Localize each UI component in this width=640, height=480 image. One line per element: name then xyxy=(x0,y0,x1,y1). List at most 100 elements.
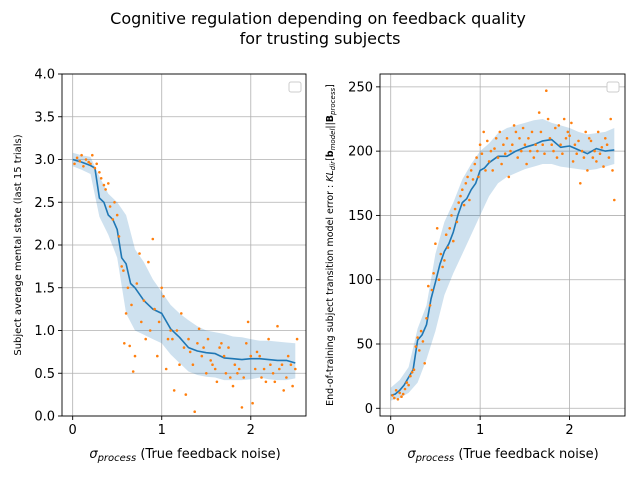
right-scatter-point xyxy=(609,117,612,121)
left-scatter-point xyxy=(87,160,90,164)
right-scatter-point xyxy=(464,182,468,185)
right-scatter-point xyxy=(498,130,502,134)
left-scatter-point xyxy=(166,337,170,341)
left-scatter-point xyxy=(182,346,186,349)
left-scatter-point xyxy=(151,237,155,241)
right-scatter-point xyxy=(548,137,552,140)
left-scatter-point xyxy=(291,384,294,388)
left-scatter-point xyxy=(73,162,76,166)
left-legend-box xyxy=(288,81,302,93)
left-scatter-point xyxy=(164,367,168,371)
left-scatter-point xyxy=(153,307,156,311)
right-scatter-point xyxy=(595,160,598,163)
right-y-tick-label: 0 xyxy=(365,402,373,417)
left-scatter-point xyxy=(98,171,101,174)
right-scatter-point xyxy=(496,156,500,159)
right-scatter-point xyxy=(461,188,464,191)
right-x-ticks: 0 1 2 xyxy=(387,416,574,438)
right-scatter-point xyxy=(453,207,457,211)
right-scatter-point xyxy=(520,149,523,153)
left-confidence-band xyxy=(72,152,296,381)
left-scatter-point xyxy=(117,235,121,238)
left-scatter-point xyxy=(128,344,131,348)
left-mean-line xyxy=(72,158,296,364)
right-scatter-point xyxy=(421,340,425,343)
left-scatter-point xyxy=(233,363,237,367)
left-scatter-point xyxy=(276,324,279,328)
right-y-axis-label: End-of-training subject transition model… xyxy=(325,84,337,406)
left-scatter-point xyxy=(258,354,262,358)
left-scatter-point xyxy=(78,159,82,163)
left-scatter-point xyxy=(271,372,275,375)
right-scatter-point xyxy=(494,137,498,140)
left-scatter-points xyxy=(73,153,299,414)
right-scatter-point xyxy=(441,265,444,269)
right-scatter-point xyxy=(600,146,604,149)
right-scatter-point xyxy=(489,149,493,153)
left-scatter-point xyxy=(282,389,286,392)
right-scatter-point xyxy=(428,304,432,307)
right-scatter-point xyxy=(394,389,398,392)
left-scatter-point xyxy=(236,372,239,375)
left-scatter-point xyxy=(104,188,107,191)
left-scatter-point xyxy=(160,286,163,290)
left-scatter-point xyxy=(213,367,217,371)
right-scatter-point xyxy=(562,117,566,121)
left-scatter-point xyxy=(91,153,94,157)
right-scatter-point xyxy=(536,149,539,153)
left-y-tick-label: 2.0 xyxy=(34,239,55,254)
right-scatter-point xyxy=(434,242,437,245)
right-scatter-point xyxy=(586,169,589,172)
left-scatter-point xyxy=(251,401,254,405)
right-scatter-point xyxy=(521,126,525,130)
right-scatter-point xyxy=(593,149,596,153)
left-scatter-point xyxy=(215,380,219,384)
right-scatter-point xyxy=(446,246,450,249)
right-scatter-point xyxy=(557,124,561,127)
left-scatter-point xyxy=(249,354,253,358)
right-scatter-point xyxy=(503,152,507,155)
left-scatter-point xyxy=(138,252,141,255)
right-scatter-point xyxy=(516,156,519,159)
left-scatter-point xyxy=(169,329,172,332)
left-x-tick-label: 0 xyxy=(69,423,77,438)
right-scatter-point xyxy=(435,227,439,230)
right-legend-box xyxy=(606,81,620,93)
left-scatter-point xyxy=(148,329,152,332)
right-scatter-point xyxy=(550,143,553,146)
right-scatter-point xyxy=(423,362,427,365)
right-scatter-point xyxy=(570,121,573,125)
left-band-area xyxy=(72,152,296,381)
right-scatter-point xyxy=(527,137,530,140)
right-scatter-point xyxy=(568,134,571,137)
right-scatter-point xyxy=(419,329,423,333)
left-scatter-point xyxy=(295,337,299,341)
left-scatter-point xyxy=(126,286,130,290)
right-scatter-point xyxy=(607,156,611,159)
right-scatter-point xyxy=(552,149,555,153)
left-y-tick-label: 0.0 xyxy=(34,410,55,425)
right-scatter-point xyxy=(543,152,546,155)
right-y-tick-label: 100 xyxy=(348,273,373,288)
left-scatter-point xyxy=(222,354,226,358)
right-scatter-point xyxy=(457,201,461,204)
right-scatter-point xyxy=(541,143,544,146)
left-x-tick-label: 2 xyxy=(247,423,255,438)
right-scatter-point xyxy=(487,160,491,163)
left-scatter-point xyxy=(188,350,192,354)
left-y-tick-label: 3.0 xyxy=(34,153,55,168)
right-scatter-point xyxy=(598,152,602,155)
right-scatter-point xyxy=(611,169,614,172)
right-scatter-point xyxy=(512,124,516,127)
right-scatter-point xyxy=(459,194,462,198)
right-scatter-point xyxy=(573,143,577,146)
right-scatter-point xyxy=(475,156,478,159)
left-y-tick-label: 0.5 xyxy=(34,367,55,382)
right-scatter-point xyxy=(480,152,484,155)
right-scatter-point xyxy=(414,345,418,348)
left-scatter-point xyxy=(218,346,221,349)
left-scatter-point xyxy=(246,320,250,324)
right-scatter-point xyxy=(468,198,471,202)
left-scatter-point xyxy=(255,350,259,354)
left-scatter-point xyxy=(286,354,290,358)
